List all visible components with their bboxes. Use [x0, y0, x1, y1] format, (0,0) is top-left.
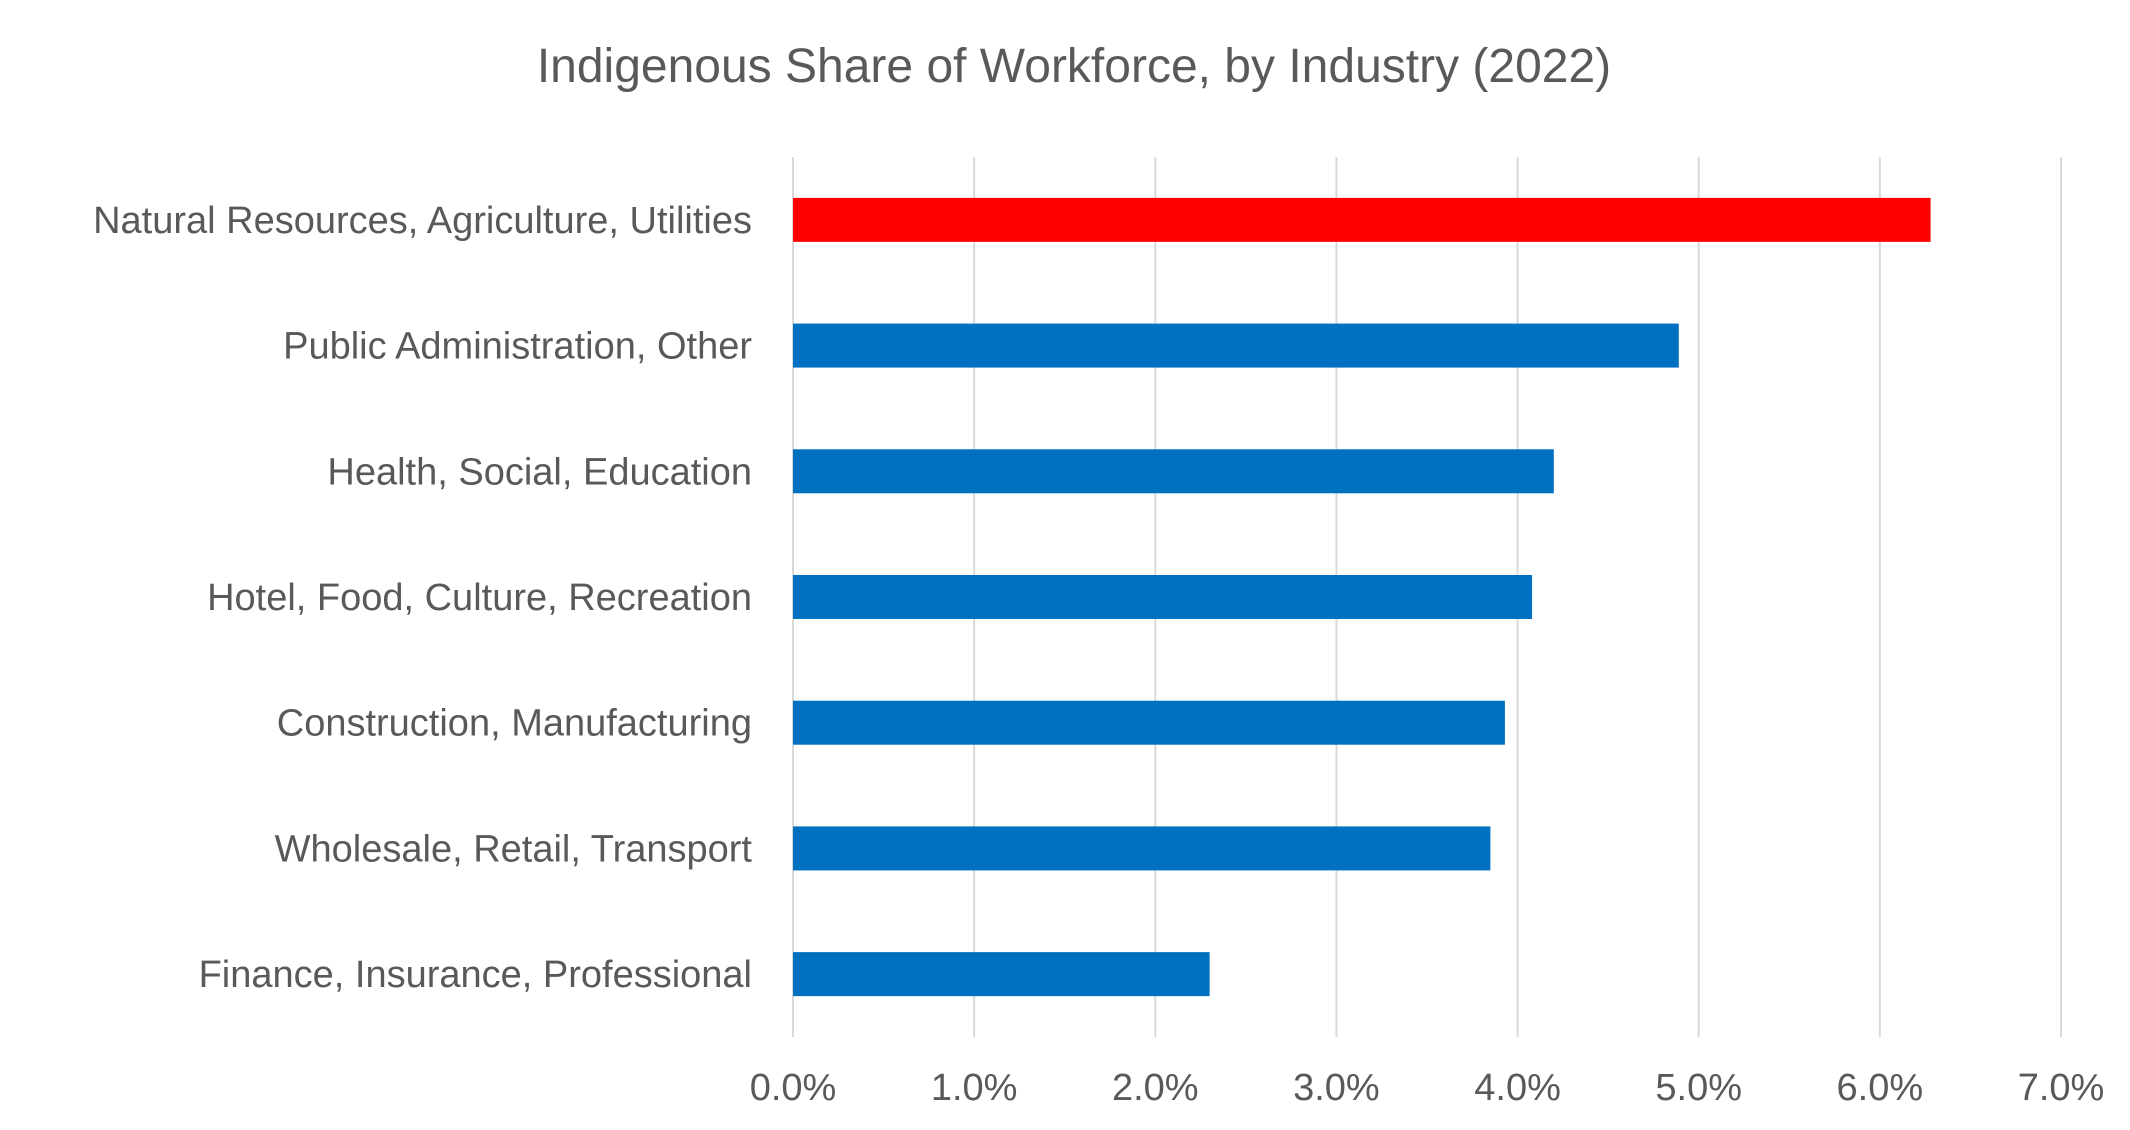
x-tick-label: 6.0%	[1837, 1067, 1924, 1109]
bar-6	[793, 952, 1210, 997]
x-tick-label: 2.0%	[1112, 1067, 1199, 1109]
category-label: Health, Social, Education	[327, 451, 752, 493]
x-axis-tick-labels: 0.0% 1.0% 2.0% 3.0% 4.0% 5.0% 6.0% 7.0%	[750, 1067, 2105, 1109]
bar-4	[793, 700, 1505, 745]
bar-1	[793, 323, 1679, 368]
bars	[793, 197, 1931, 997]
bar-5	[793, 826, 1491, 871]
x-tick-label: 3.0%	[1293, 1067, 1380, 1109]
category-label: Public Administration, Other	[283, 326, 752, 368]
x-tick-label: 1.0%	[931, 1067, 1018, 1109]
x-tick-label: 4.0%	[1474, 1067, 1561, 1109]
category-label: Wholesale, Retail, Transport	[275, 828, 753, 870]
x-tick-label: 0.0%	[750, 1067, 837, 1109]
bar-3	[793, 575, 1533, 619]
category-label: Finance, Insurance, Professional	[199, 954, 752, 996]
bar-2	[793, 449, 1554, 494]
x-tick-label: 5.0%	[1655, 1067, 1742, 1109]
category-label: Natural Resources, Agriculture, Utilitie…	[93, 200, 752, 242]
category-label: Hotel, Food, Culture, Recreation	[207, 577, 752, 619]
bar-0	[793, 197, 1931, 242]
chart-title: Indigenous Share of Workforce, by Indust…	[537, 40, 1611, 93]
x-tick-label: 7.0%	[2018, 1067, 2105, 1109]
category-labels: Natural Resources, Agriculture, Utilitie…	[93, 200, 752, 996]
category-label: Construction, Manufacturing	[277, 703, 752, 745]
